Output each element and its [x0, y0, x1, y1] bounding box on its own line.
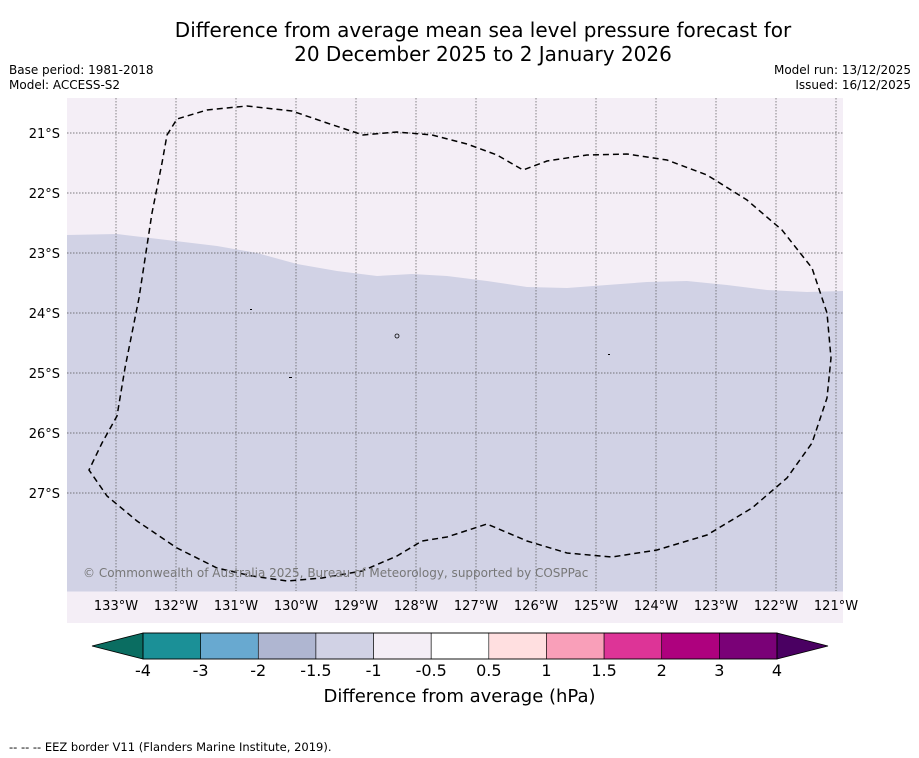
colorbar-segment — [200, 632, 259, 660]
title-line-2: 20 December 2025 to 2 January 2026 — [294, 42, 672, 66]
lon-axis: 133°W 132°W 131°W 130°W 129°W 128°W 127°… — [94, 599, 858, 614]
colorbar-tick-label: -2 — [250, 661, 266, 680]
lat-label: 21°S — [29, 127, 60, 142]
colorbar-segment — [430, 632, 490, 660]
lon-label: 127°W — [454, 599, 498, 614]
colorbar-tick-label: -4 — [135, 661, 151, 680]
meta-right: Model run: 13/12/2025 Issued: 16/12/2025 — [774, 63, 911, 93]
colorbar-tick-label: 1.5 — [591, 661, 616, 680]
island-marker — [394, 333, 400, 339]
meta-left: Base period: 1981-2018 Model: ACCESS-S2 — [9, 63, 154, 93]
colorbar-tick-label: 0.5 — [476, 661, 501, 680]
lat-label: 25°S — [29, 367, 60, 382]
colorbar-segment — [603, 632, 663, 660]
colorbar-over-arrow — [776, 632, 829, 660]
gridlines — [67, 98, 843, 591]
colorbar-segment — [488, 632, 547, 660]
lon-label: 132°W — [154, 599, 198, 614]
lon-label: 131°W — [214, 599, 258, 614]
colorbar-segment — [373, 632, 432, 660]
model-name: Model: ACCESS-S2 — [9, 78, 121, 92]
lon-label: 133°W — [94, 599, 138, 614]
footnote: -- -- -- EEZ border V11 (Flanders Marine… — [9, 740, 332, 754]
island-marker — [250, 309, 252, 310]
lat-label: 26°S — [29, 427, 60, 442]
lat-label: 24°S — [29, 307, 60, 322]
lon-label: 126°W — [514, 599, 558, 614]
colorbar-segment — [257, 632, 317, 660]
colorbar-tick-label: -1 — [366, 661, 382, 680]
lon-label: 129°W — [334, 599, 378, 614]
model-run: Model run: 13/12/2025 — [773, 63, 911, 77]
colorbar-tick-label: -0.5 — [416, 661, 447, 680]
copyright-text: © Commonwealth of Australia 2025, Bureau… — [83, 566, 588, 580]
lon-label: 130°W — [274, 599, 318, 614]
colorbar-segment — [546, 632, 605, 660]
colorbar-segment — [719, 632, 778, 660]
lon-label: 128°W — [394, 599, 438, 614]
lat-label: 27°S — [29, 487, 60, 502]
colorbar-tick-label: 2 — [657, 661, 667, 680]
lon-label: 125°W — [574, 599, 618, 614]
title-line-1: Difference from average mean sea level p… — [174, 18, 792, 42]
colorbar-tick-label: -3 — [193, 661, 209, 680]
colorbar: -4 -3 -2 -1.5 -1 -0.5 0.5 1 1.5 2 3 4 — [91, 632, 829, 680]
colorbar-tick-label: -1.5 — [300, 661, 331, 680]
island-marker — [608, 354, 610, 355]
lat-label: 22°S — [29, 187, 60, 202]
lon-label: 124°W — [634, 599, 678, 614]
lon-label: 122°W — [754, 599, 798, 614]
colorbar-segment — [142, 632, 201, 660]
base-period: Base period: 1981-2018 — [9, 63, 154, 77]
colorbar-segment — [661, 632, 720, 660]
colorbar-tick-label: 1 — [541, 661, 551, 680]
chart-title: Difference from average mean sea level p… — [0, 18, 919, 66]
lon-label: 123°W — [694, 599, 738, 614]
colorbar-label: Difference from average (hPa) — [323, 686, 596, 707]
colorbar-tick-label: 3 — [714, 661, 724, 680]
island-marker — [289, 377, 292, 378]
map-panel: © Commonwealth of Australia 2025, Bureau… — [67, 98, 843, 623]
colorbar-tick-label: 4 — [772, 661, 782, 680]
lat-axis: 21°S 22°S 23°S 24°S 25°S 26°S 27°S — [29, 127, 60, 502]
issued-date: Issued: 16/12/2025 — [795, 78, 911, 92]
colorbar-segment — [315, 632, 374, 660]
lat-label: 23°S — [29, 247, 60, 262]
lon-label: 121°W — [814, 599, 858, 614]
colorbar-under-arrow — [91, 632, 144, 660]
eez-border — [88, 105, 832, 582]
region-south-darker — [67, 234, 843, 591]
